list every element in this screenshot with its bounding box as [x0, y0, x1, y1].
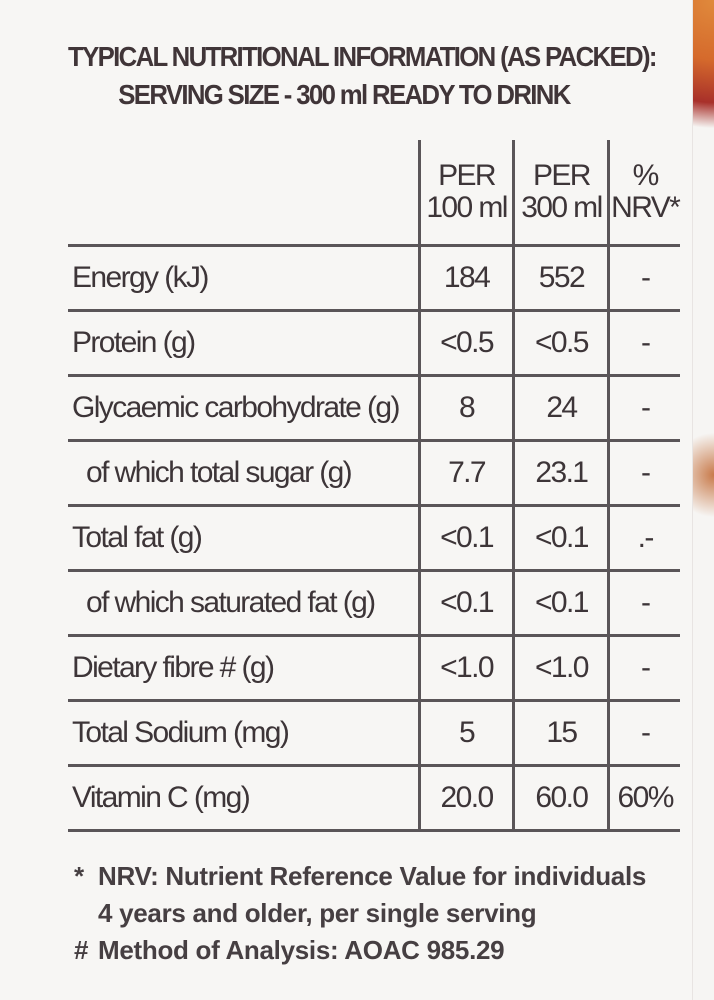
row-nrv-value: .- [607, 505, 680, 572]
column-nrv-line2: NRV* [611, 191, 681, 224]
row-label: Glycaemic carbohydrate (g) [68, 375, 420, 442]
nutrition-label-panel: TYPICAL NUTRITIONAL INFORMATION (AS PACK… [68, 0, 693, 1000]
row-nrv-value: - [607, 440, 680, 507]
column-nrv: % NRV* [607, 140, 681, 247]
column-nrv-line1: % [632, 159, 660, 192]
row-nrv-value: 60% [607, 765, 680, 832]
column-per-300ml-line1: PER [532, 159, 591, 192]
table-row: Total Sodium (mg) 5 15 - [68, 700, 680, 767]
row-per300-value: 15 [512, 700, 609, 767]
row-per300-value: 24 [512, 375, 609, 442]
row-label: Total fat (g) [68, 505, 420, 572]
table-row: of which total sugar (g) 7.7 23.1 - [68, 440, 680, 507]
row-per100-value: 5 [417, 700, 514, 767]
column-per-300ml: PER 300 ml [512, 140, 609, 247]
row-label: Protein (g) [68, 310, 420, 377]
footnote-method: # Method of Analysis: AOAC 985.29 [74, 932, 684, 969]
row-per300-value: 23.1 [512, 440, 609, 507]
table-row: of which saturated fat (g) <0.1 <0.1 - [68, 570, 680, 637]
column-per-100ml-line1: PER [438, 159, 496, 192]
table-row: Protein (g) <0.5 <0.5 - [68, 310, 680, 377]
header-serving-size: SERVING SIZE - 300 ml READY TO DRINK [118, 79, 571, 110]
row-nrv-value: - [607, 570, 680, 637]
row-per100-value: <0.1 [417, 570, 514, 637]
table-row: Glycaemic carbohydrate (g) 8 24 - [68, 375, 680, 442]
nutrition-header: TYPICAL NUTRITIONAL INFORMATION (AS PACK… [68, 38, 657, 114]
row-nrv-value: - [607, 635, 680, 702]
footnote-nrv-text: NRV: Nutrient Reference Value for indivi… [98, 861, 647, 891]
column-per-100ml-line2: 100 ml [426, 191, 508, 224]
nutrition-table: PER 100 ml PER 300 ml % NRV* Energy (kJ)… [68, 140, 681, 832]
table-row: Energy (kJ) 184 552 - [68, 245, 680, 312]
row-per100-value: 20.0 [417, 765, 514, 832]
header-empty-cell [68, 140, 420, 247]
footnote-hash: # [74, 935, 89, 965]
row-per300-value: <0.1 [512, 570, 609, 637]
row-label: Dietary fibre # (g) [68, 635, 420, 702]
row-per100-value: 7.7 [417, 440, 514, 507]
row-per100-value: 8 [417, 375, 514, 442]
row-per300-value: <0.5 [512, 310, 609, 377]
table-row: Vitamin C (mg) 20.0 60.0 60% [68, 765, 680, 832]
row-per300-value: 552 [512, 245, 609, 312]
table-row: Total fat (g) <0.1 <0.1 .- [68, 505, 680, 572]
footnote-nrv: * NRV: Nutrient Reference Value for indiv… [74, 858, 684, 895]
footnote-method-text: Method of Analysis: AOAC 985.29 [98, 935, 505, 965]
row-per100-value: 184 [417, 245, 514, 312]
row-per100-value: <0.1 [417, 505, 514, 572]
row-label: Vitamin C (mg) [68, 765, 420, 832]
row-nrv-value: - [607, 310, 680, 377]
header-title: TYPICAL NUTRITIONAL INFORMATION (AS PACK… [68, 41, 657, 72]
row-per100-value: <0.5 [417, 310, 514, 377]
row-label: of which total sugar (g) [68, 440, 420, 507]
column-per-300ml-line2: 300 ml [521, 191, 603, 224]
footnotes: * NRV: Nutrient Reference Value for indiv… [74, 858, 684, 969]
row-label: Energy (kJ) [68, 245, 420, 312]
row-per300-value: <0.1 [512, 505, 609, 572]
table-header-row: PER 100 ml PER 300 ml % NRV* [68, 140, 681, 247]
column-per-100ml: PER 100 ml [417, 140, 514, 247]
row-nrv-value: - [607, 700, 680, 767]
row-label: Total Sodium (mg) [68, 700, 420, 767]
row-label: of which saturated fat (g) [68, 570, 420, 637]
row-per100-value: <1.0 [417, 635, 514, 702]
row-nrv-value: - [607, 375, 680, 442]
row-nrv-value: - [607, 245, 680, 312]
table-row: Dietary fibre # (g) <1.0 <1.0 - [68, 635, 680, 702]
row-per300-value: <1.0 [512, 635, 609, 702]
footnote-nrv-continued: 4 years and older, per single serving [98, 898, 537, 928]
footnote-asterisk: * [74, 861, 84, 891]
row-per300-value: 60.0 [512, 765, 609, 832]
